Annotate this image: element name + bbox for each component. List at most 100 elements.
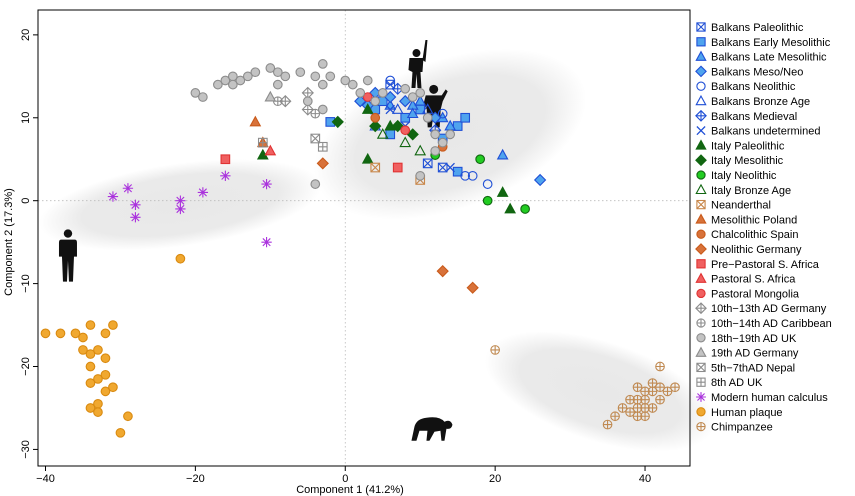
x-tick: −20 — [186, 466, 205, 485]
point-18th-19th-ad-uk-28 — [407, 92, 418, 102]
series-human-plaque — [40, 253, 186, 438]
axes: −40 −20 0 20 40 −30 −20 −10 0 10 20 — [20, 9, 691, 485]
legend-item-pastoral-s-africa: Pastoral S. Africa — [695, 272, 796, 286]
legend-item-balkans-undetermined: Balkans undetermined — [696, 126, 820, 138]
legend-marker — [696, 126, 706, 136]
point-18th-19th-ad-uk-35 — [415, 170, 426, 181]
legend-label: Modern human calculus — [711, 392, 828, 404]
legend-marker — [696, 421, 706, 432]
point-human-plaque-22 — [115, 427, 126, 438]
point-balkans-paleolithic-3 — [437, 162, 448, 173]
y-tick-label: −10 — [20, 274, 32, 293]
legend-label: Mesolithic Poland — [711, 214, 797, 226]
point-chimpanzee-18 — [662, 386, 673, 397]
point-chimpanzee-1 — [490, 345, 500, 355]
point-18th-19th-ad-uk-31 — [430, 129, 441, 140]
x-tick-label: 20 — [489, 473, 501, 485]
y-tick-label: 20 — [20, 29, 32, 41]
legend-item-balkans-bronze-age: Balkans Bronze Age — [695, 94, 810, 108]
point-balkans-paleolithic-2 — [422, 158, 433, 169]
legend-item-neanderthal: Neanderthal — [696, 200, 771, 212]
legend-item-italy-mesolithic: Italy Mesolithic — [695, 154, 784, 167]
legend-label: Italy Paleolithic — [711, 140, 785, 152]
point-italy-paleolithic-4 — [496, 186, 509, 197]
series-mesolithic-poland — [249, 115, 269, 148]
legend-label: Italy Bronze Age — [711, 185, 791, 197]
point-18th-19th-ad-uk-10 — [265, 63, 276, 73]
legend-label: 8th AD UK — [711, 377, 763, 389]
point-italy-bronze-age-2 — [399, 136, 412, 148]
point-pre-pastoral-s-africa-1 — [220, 154, 231, 165]
legend-marker — [695, 272, 707, 283]
point-18th-19th-ad-uk-4 — [220, 75, 231, 86]
point-chimpanzee-3 — [610, 411, 620, 422]
series-balkans-paleolithic — [385, 79, 448, 173]
point-18th-19th-ad-uk-15 — [310, 71, 321, 82]
point-human-plaque-4 — [78, 332, 88, 343]
point-modern-human-calculus-7 — [197, 187, 209, 198]
point-chimpanzee-22 — [640, 394, 650, 405]
point-chimpanzee-4 — [617, 403, 628, 413]
point-human-plaque-17 — [108, 382, 118, 393]
point-18th-19th-ad-uk-21 — [340, 75, 351, 86]
legend-marker — [696, 37, 706, 47]
point-pre-pastoral-s-africa-2 — [392, 162, 403, 173]
legend-label: 5th−7thAD Nepal — [711, 362, 795, 374]
point-italy-bronze-age-1 — [414, 144, 427, 156]
legend-marker — [696, 407, 706, 417]
legend-label: Balkans Late Mesolithic — [711, 52, 827, 64]
point-human-plaque-1 — [40, 328, 51, 339]
point-18th-19th-ad-uk-13 — [280, 71, 291, 82]
point-18th-19th-ad-uk-6 — [228, 79, 238, 90]
legend-item-balkans-early-mesolithic: Balkans Early Mesolithic — [696, 37, 831, 49]
point-balkans-late-mesolithic-7 — [406, 107, 419, 119]
y-tick: 0 — [20, 198, 38, 204]
x-tick-label: −40 — [36, 473, 55, 485]
point-human-plaque-11 — [100, 353, 111, 364]
series-pre-pastoral-s-africa — [220, 154, 403, 173]
point-10th-14th-ad-caribbean-1 — [310, 108, 321, 119]
point-neolithic-germany-3 — [466, 281, 479, 294]
x-tick: 40 — [639, 466, 651, 485]
point-italy-mesolithic-2 — [369, 119, 382, 133]
soldier-icon — [408, 40, 428, 89]
legend-marker — [695, 50, 707, 61]
point-balkans-neolithic-5 — [482, 179, 493, 189]
legend-item-mesolithic-poland: Mesolithic Poland — [695, 213, 797, 226]
legend-label: 18th−19th AD UK — [711, 333, 797, 345]
legend-label: Chimpanzee — [711, 422, 773, 434]
point-chimpanzee-16 — [655, 394, 665, 405]
legend-marker — [695, 346, 707, 357]
legend-label: Balkans Bronze Age — [711, 96, 810, 108]
legend-marker — [695, 213, 707, 224]
legend-item-pastoral-mongolia: Pastoral Mongolia — [696, 288, 800, 300]
legend-label: Balkans undetermined — [711, 126, 820, 138]
point-modern-human-calculus-3 — [130, 199, 141, 210]
point-18th-19th-ad-uk-12 — [272, 79, 283, 90]
point-human-plaque-10 — [108, 320, 118, 330]
legend-label: Human plaque — [711, 407, 783, 419]
point-18th-19th-ad-uk-23 — [355, 88, 366, 98]
y-tick: 10 — [20, 112, 38, 124]
point-18th-19th-ad-uk-11 — [272, 67, 283, 78]
legend-marker — [695, 183, 707, 195]
point-18th-19th-ad-uk-19 — [302, 96, 313, 107]
legend-marker — [696, 318, 706, 328]
point-italy-paleolithic-5 — [504, 202, 517, 214]
point-18th-19th-ad-uk-2 — [198, 92, 208, 102]
point-18th-19th-ad-uk-8 — [242, 71, 253, 82]
legend-item-19th-ad-germany: 19th AD Germany — [695, 346, 799, 360]
legend-item-balkans-medieval: Balkans Medieval — [695, 109, 797, 123]
legend-label: Italy Neolithic — [711, 170, 777, 182]
point-chimpanzee-12 — [640, 411, 650, 422]
shaded-clusters — [39, 48, 716, 452]
legend-label: 10th−13th AD Germany — [711, 303, 827, 315]
point-18th-19th-ad-uk-14 — [295, 67, 306, 78]
point-18th-19th-ad-uk-22 — [347, 79, 358, 90]
point-balkans-neolithic-3 — [460, 170, 471, 181]
legend-label: Balkans Medieval — [711, 111, 797, 123]
point-balkans-undetermined-3 — [385, 104, 395, 115]
point-balkans-early-mesolithic-10 — [452, 166, 463, 177]
point-18th-19th-ad-uk-1 — [190, 88, 201, 98]
